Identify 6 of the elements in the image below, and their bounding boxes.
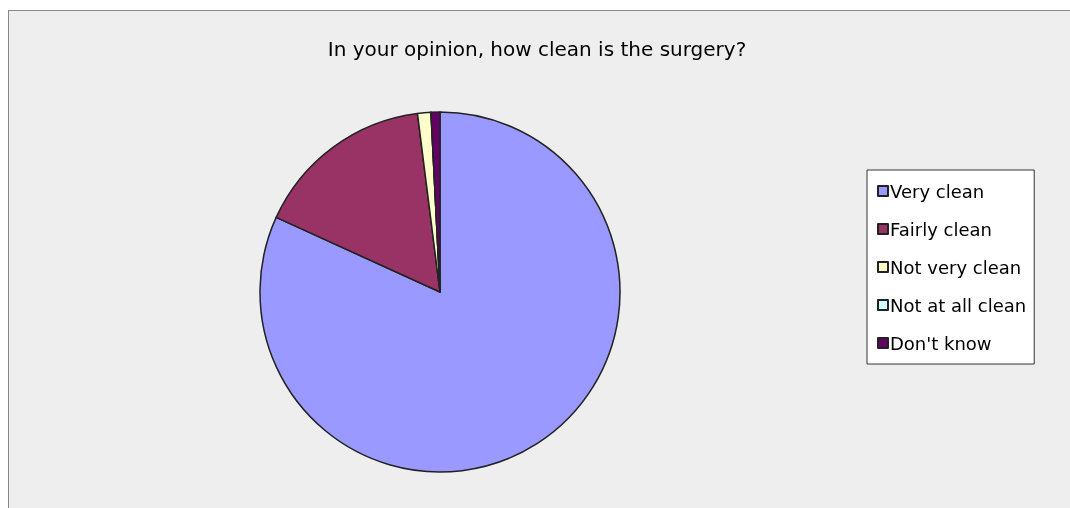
- legend-label: Not at all clean: [890, 294, 1027, 316]
- legend-label: Don't know: [890, 332, 992, 354]
- legend-label: Fairly clean: [890, 218, 992, 240]
- legend-label: Very clean: [890, 180, 985, 202]
- chart-title: In your opinion, how clean is the surgery?: [327, 37, 747, 61]
- legend-label: Not very clean: [890, 256, 1022, 278]
